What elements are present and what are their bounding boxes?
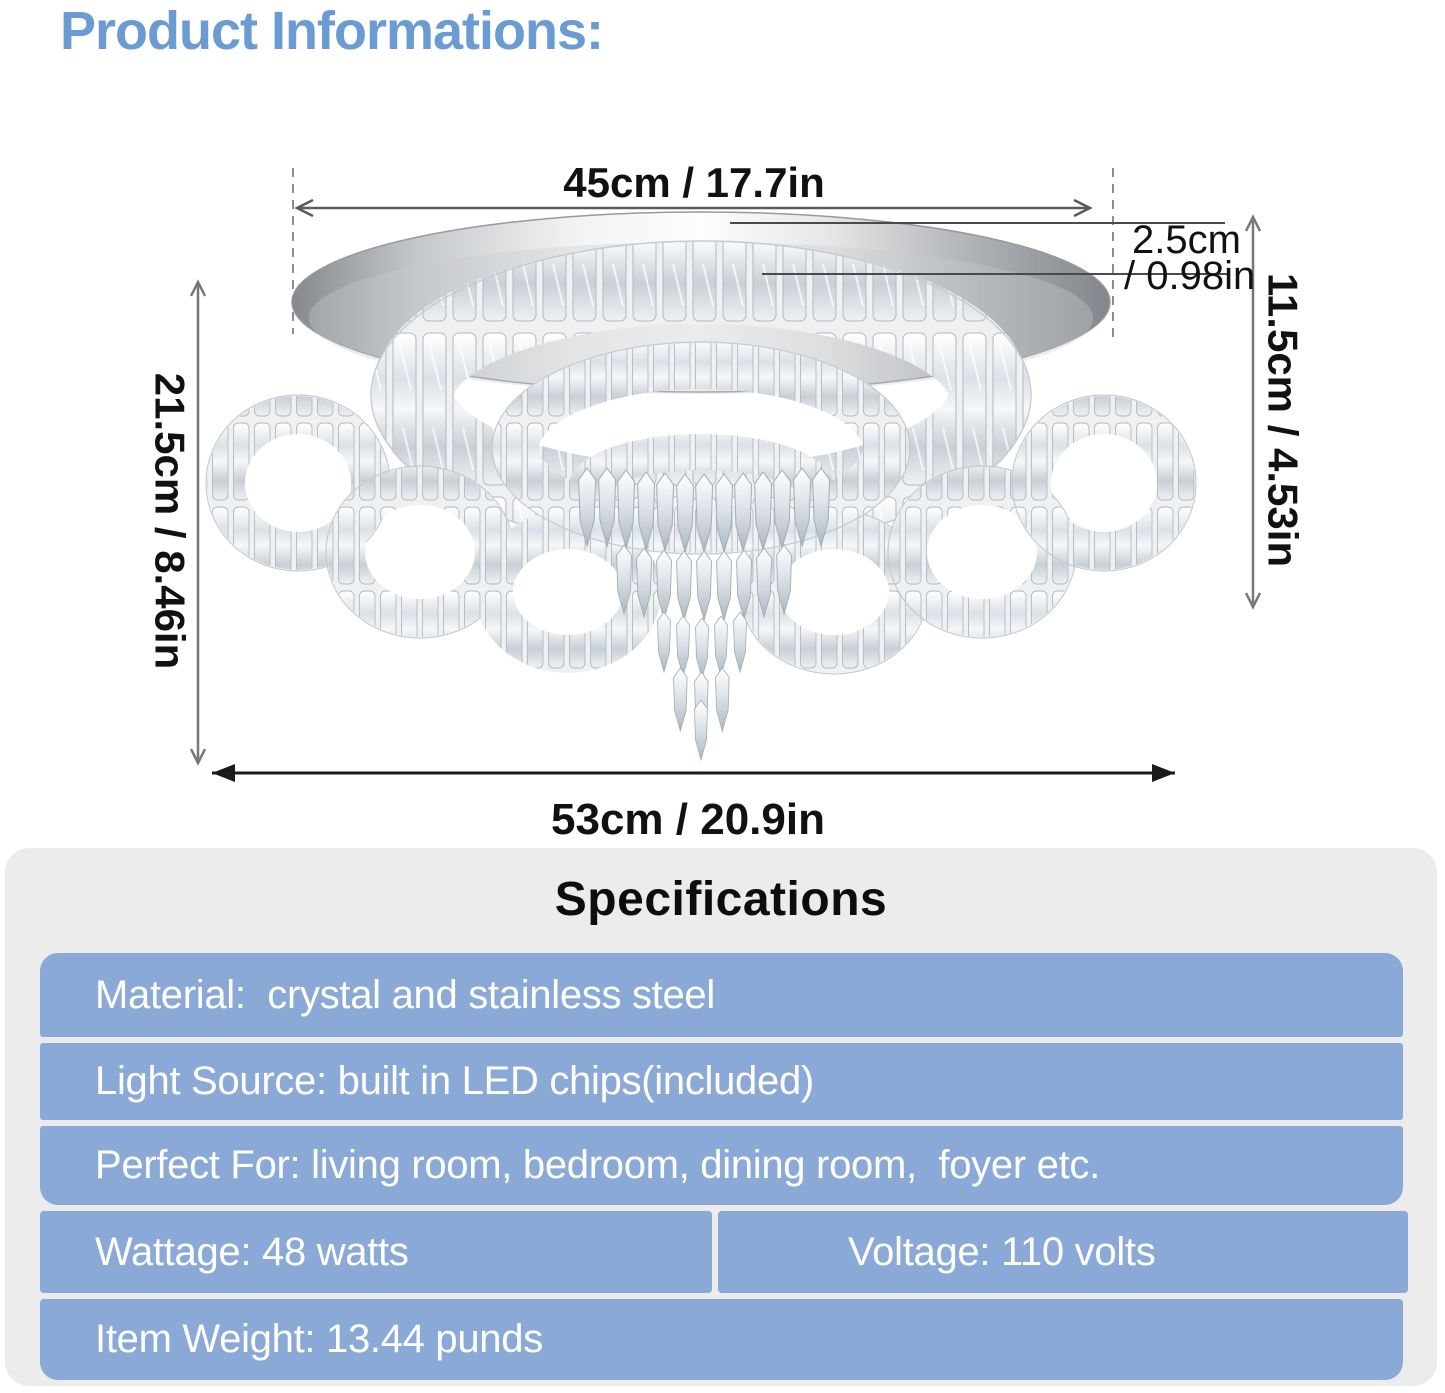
dim-arrowhead-bottom-left: [212, 764, 235, 782]
icicle-row-3: [657, 611, 747, 679]
dim-arrowheads-right: [1244, 214, 1262, 610]
dim-arrowheads-left: [189, 279, 207, 766]
spec-row-perfect-for: Perfect For: living room, bedroom, dinin…: [40, 1126, 1403, 1205]
dim-arrowhead-bottom-right: [1152, 764, 1175, 782]
icicle-row-2: [616, 544, 792, 621]
label-bottom-width: 53cm / 20.9in: [551, 795, 825, 844]
spec-cell-wattage: Wattage: 48 watts: [40, 1211, 712, 1293]
spec-row-light-source: Light Source: built in LED chips(include…: [40, 1043, 1403, 1120]
crystal-cascade: [567, 434, 835, 761]
specifications-panel: Specifications Material: crystal and sta…: [5, 848, 1437, 1386]
label-rim-line1: 2.5cm: [1132, 218, 1241, 262]
dim-arrowheads-top: [294, 198, 1093, 218]
middle-ring-outline: [491, 341, 911, 555]
dimension-diagram: 45cm / 17.7in 2.5cm / 0.98in 11.5cm / 4.…: [147, 159, 1307, 844]
spec-row-material: Material: crystal and stainless steel: [40, 953, 1403, 1037]
spec-cell-voltage: Voltage: 110 volts: [718, 1211, 1408, 1293]
spec-row-item-weight: Item Weight: 13.44 punds: [40, 1299, 1403, 1380]
chandelier-illustration: [205, 211, 1197, 761]
specifications-title: Specifications: [554, 873, 888, 926]
label-right-height: 11.5cm / 4.53in: [1260, 273, 1307, 567]
label-left-height: 21.5cm / 8.46in: [147, 373, 194, 670]
icicle-tip: [694, 699, 708, 761]
label-top-width: 45cm / 17.7in: [563, 159, 825, 206]
page-title: Product Informations:: [60, 1, 604, 61]
label-rim-line2: / 0.98in: [1124, 254, 1255, 298]
dimension-lines: [189, 168, 1262, 782]
